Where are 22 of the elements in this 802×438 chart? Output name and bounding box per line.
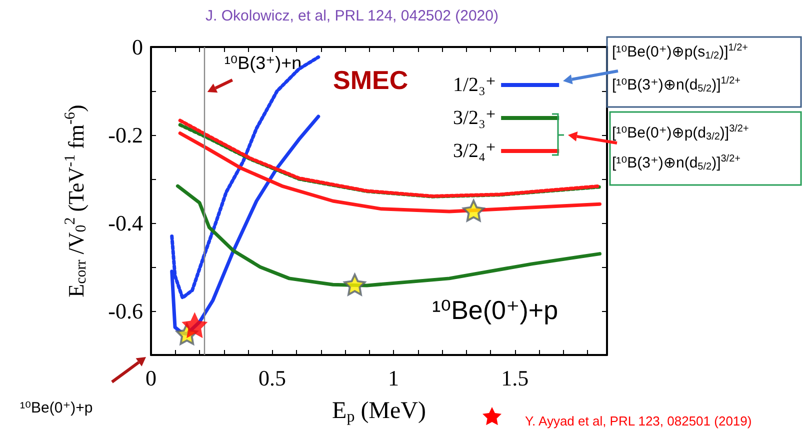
line-series <box>178 131 602 214</box>
point <box>462 200 485 222</box>
x-tick-label: 1.5 <box>501 366 529 390</box>
y-tick-label: -0.4 <box>108 210 143 236</box>
text: Ecorr /V02 (TeV-1 fm-6) <box>62 104 90 298</box>
x-tick-label: 0.5 <box>258 366 286 390</box>
line-series <box>176 184 602 288</box>
point <box>182 312 208 338</box>
y-tick-label: 0 <box>132 34 143 60</box>
x-tick-label: 1 <box>388 366 400 390</box>
text: J. Okolowicz, et al, PRL 124, 042502 (2020) <box>206 8 498 24</box>
text: Y. Ayyad et al, PRL 123, 082501 (2019) <box>525 414 752 428</box>
point <box>344 274 366 296</box>
legend-label: 3/2₄⁺ <box>452 140 496 162</box>
y-tick-label: -0.2 <box>108 122 143 148</box>
annotation: SMEC <box>333 65 408 95</box>
text: ¹⁰Be(0⁺)+p <box>20 400 93 416</box>
legend-label: 1/2₃⁺ <box>452 74 496 96</box>
legend-label: 3/2₃⁺ <box>452 107 496 129</box>
y-tick-label: -0.6 <box>108 298 143 324</box>
ref-line-label: ¹⁰B(3⁺)+n <box>224 53 302 73</box>
annotation: ¹⁰Be(0⁺)+p <box>432 295 558 325</box>
